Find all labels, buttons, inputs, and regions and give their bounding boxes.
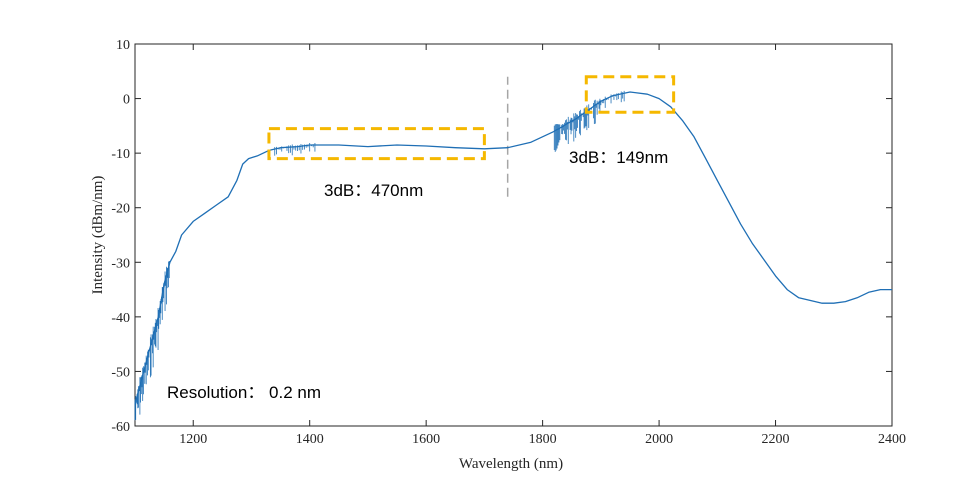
y-axis-label: Intensity (dBm/nm): [90, 176, 106, 295]
resolution-annotation: Resolution： 0.2 nm: [167, 383, 321, 402]
spectrum-line: [134, 91, 892, 405]
y-tick-label: -20: [111, 202, 130, 217]
y-tick-label: 0: [123, 93, 130, 108]
x-tick-label: 1400: [296, 432, 324, 447]
y-tick-label: -60: [111, 420, 130, 435]
y-tick-label: -40: [111, 311, 130, 326]
plot-area: 1200 1400 1600 1800 2000 2200 2400 10 0 -10 -20 -30…: [111, 38, 906, 447]
x-axis-label: Wavelength (nm): [459, 456, 563, 472]
band2-annotation: 3dB：149nm: [569, 148, 668, 167]
y-tick-label: -50: [111, 365, 130, 380]
x-tick-label: 1200: [179, 432, 207, 447]
y-tick-label: -10: [111, 147, 130, 162]
x-tick-label: 2200: [762, 432, 790, 447]
band1-annotation: 3dB：470nm: [324, 181, 423, 200]
highlight-box-2: [584, 75, 676, 114]
x-tick-label: 2400: [878, 432, 906, 447]
x-tick-label: 1800: [529, 432, 557, 447]
x-tick-label: 1600: [412, 432, 440, 447]
highlight-box-1: [267, 127, 486, 161]
plot-frame: [134, 43, 893, 427]
x-tick-label: 2000: [645, 432, 673, 447]
y-tick-label: 10: [116, 38, 130, 53]
y-tick-label: -30: [111, 256, 130, 271]
